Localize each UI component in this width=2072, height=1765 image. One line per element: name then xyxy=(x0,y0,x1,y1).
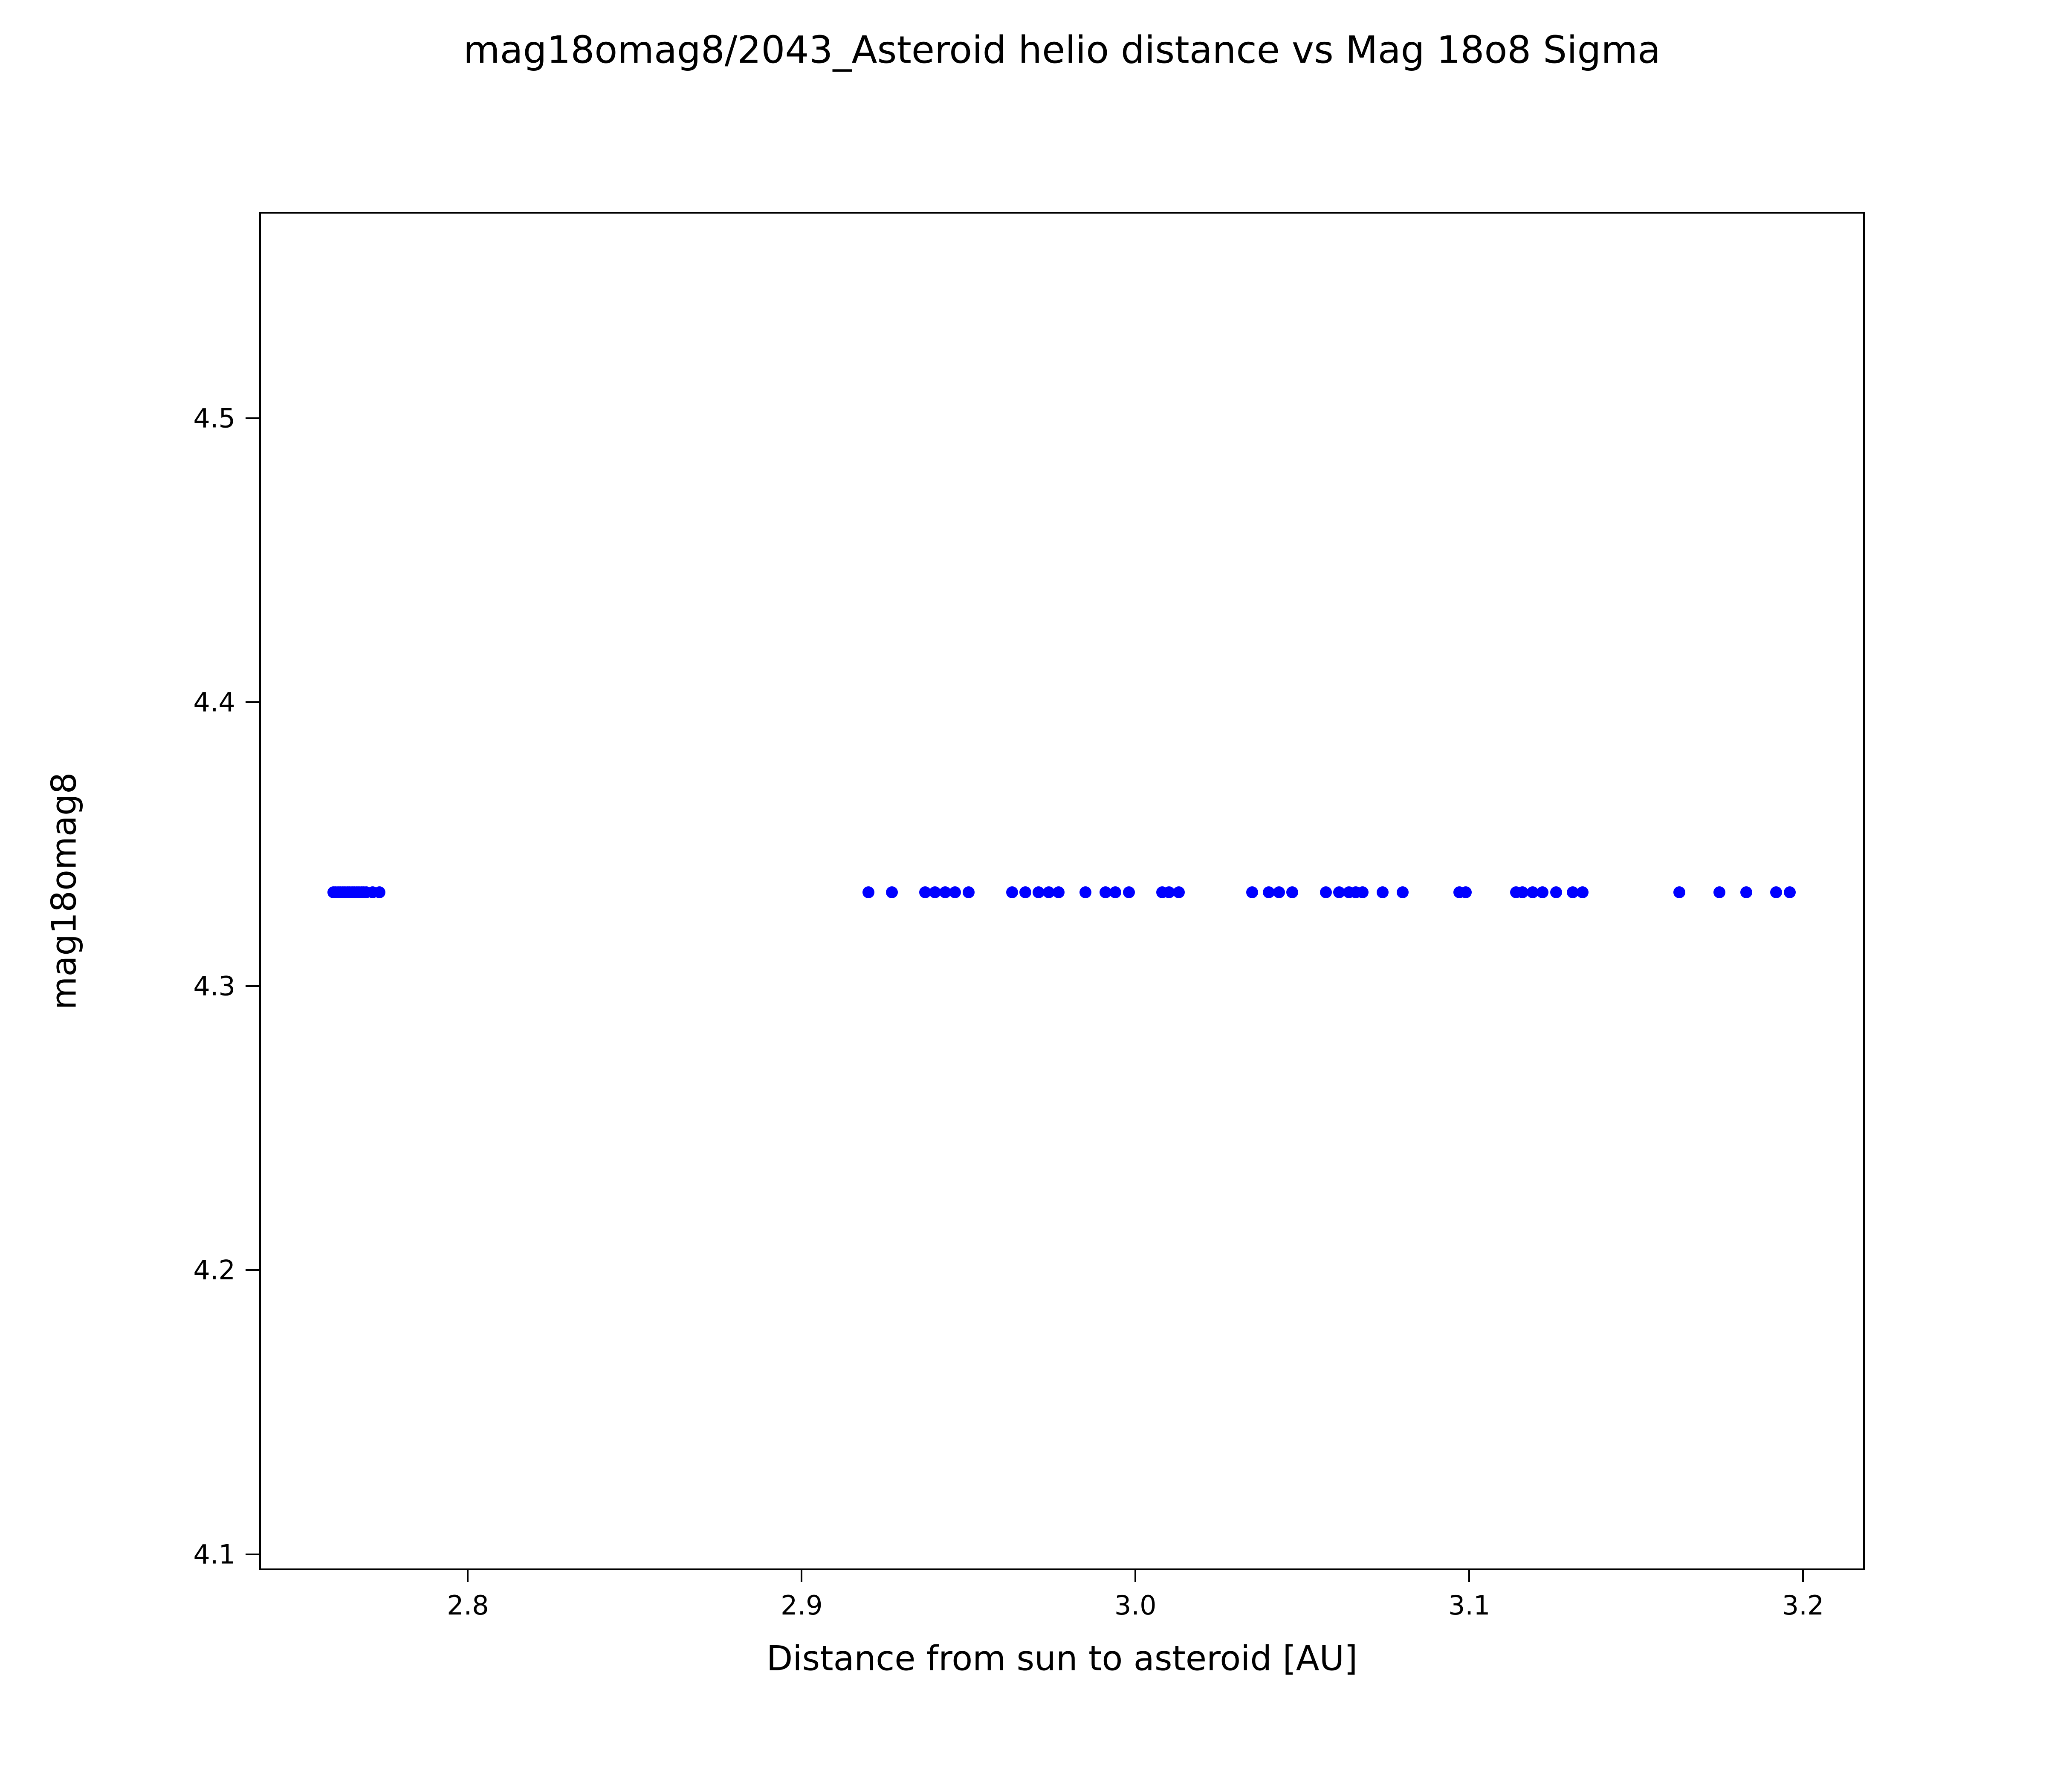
data-point xyxy=(1673,886,1686,899)
y-tick-mark xyxy=(246,1553,259,1555)
data-point xyxy=(1042,886,1055,899)
x-tick-label: 3.0 xyxy=(1114,1590,1157,1621)
data-point xyxy=(1566,886,1579,899)
data-point xyxy=(1263,886,1275,899)
data-point xyxy=(1770,886,1783,899)
y-tick-label: 4.3 xyxy=(193,970,235,1002)
data-point xyxy=(1173,886,1185,899)
y-tick-label: 4.2 xyxy=(193,1254,235,1286)
plot-area: 2.8 2.9 3.0 3.1 3.2 4.1 4.2 4.3 4.4 4.5 xyxy=(193,212,1865,1621)
data-point xyxy=(1376,886,1389,899)
data-point xyxy=(939,886,951,899)
data-point xyxy=(962,886,975,899)
x-axis-label: Distance from sun to asteroid [AU] xyxy=(766,1638,1358,1678)
y-tick-label: 4.4 xyxy=(193,686,235,718)
data-point xyxy=(949,886,961,899)
data-point xyxy=(1006,886,1018,899)
data-point xyxy=(1783,886,1796,899)
data-point xyxy=(1356,886,1369,899)
data-point xyxy=(1526,886,1539,899)
y-axis-label: mag18omag8 xyxy=(44,772,84,1010)
y-tick-mark xyxy=(246,985,259,987)
x-tick-mark xyxy=(1468,1568,1470,1582)
x-tick-label: 3.2 xyxy=(1782,1590,1824,1621)
data-point xyxy=(1123,886,1135,899)
data-point xyxy=(1740,886,1752,899)
y-tick-label: 4.1 xyxy=(193,1539,235,1570)
data-point xyxy=(1053,886,1065,899)
x-tick-mark xyxy=(467,1568,469,1582)
x-tick-mark xyxy=(801,1568,803,1582)
x-tick-mark xyxy=(1134,1568,1137,1582)
data-point xyxy=(1713,886,1726,899)
data-point xyxy=(862,886,874,899)
data-point xyxy=(1079,886,1091,899)
data-point xyxy=(373,886,385,899)
data-point xyxy=(1019,886,1031,899)
data-point xyxy=(929,886,941,899)
data-point xyxy=(1537,886,1549,899)
x-tick-label: 3.1 xyxy=(1448,1590,1490,1621)
data-point xyxy=(1286,886,1299,899)
data-point xyxy=(1246,886,1259,899)
chart-title: mag18omag8/2043_Asteroid helio distance … xyxy=(463,28,1661,72)
y-tick-mark xyxy=(246,701,259,703)
x-tick-label: 2.9 xyxy=(781,1590,823,1621)
y-tick-mark xyxy=(246,417,259,419)
data-point xyxy=(1460,886,1472,899)
data-point xyxy=(919,886,931,899)
data-point xyxy=(1273,886,1285,899)
data-point xyxy=(1333,886,1345,899)
data-point xyxy=(1550,886,1562,899)
data-point xyxy=(1320,886,1332,899)
data-point xyxy=(1109,886,1122,899)
y-tick-label: 4.5 xyxy=(193,402,235,434)
data-point xyxy=(1577,886,1589,899)
data-point xyxy=(1163,886,1175,899)
data-point xyxy=(1099,886,1111,899)
data-point xyxy=(1516,886,1529,899)
data-point xyxy=(1033,886,1045,899)
data-point xyxy=(886,886,898,899)
data-point xyxy=(1396,886,1409,899)
x-tick-label: 2.8 xyxy=(447,1590,489,1621)
x-tick-mark xyxy=(1802,1568,1804,1582)
y-tick-mark xyxy=(246,1269,259,1271)
